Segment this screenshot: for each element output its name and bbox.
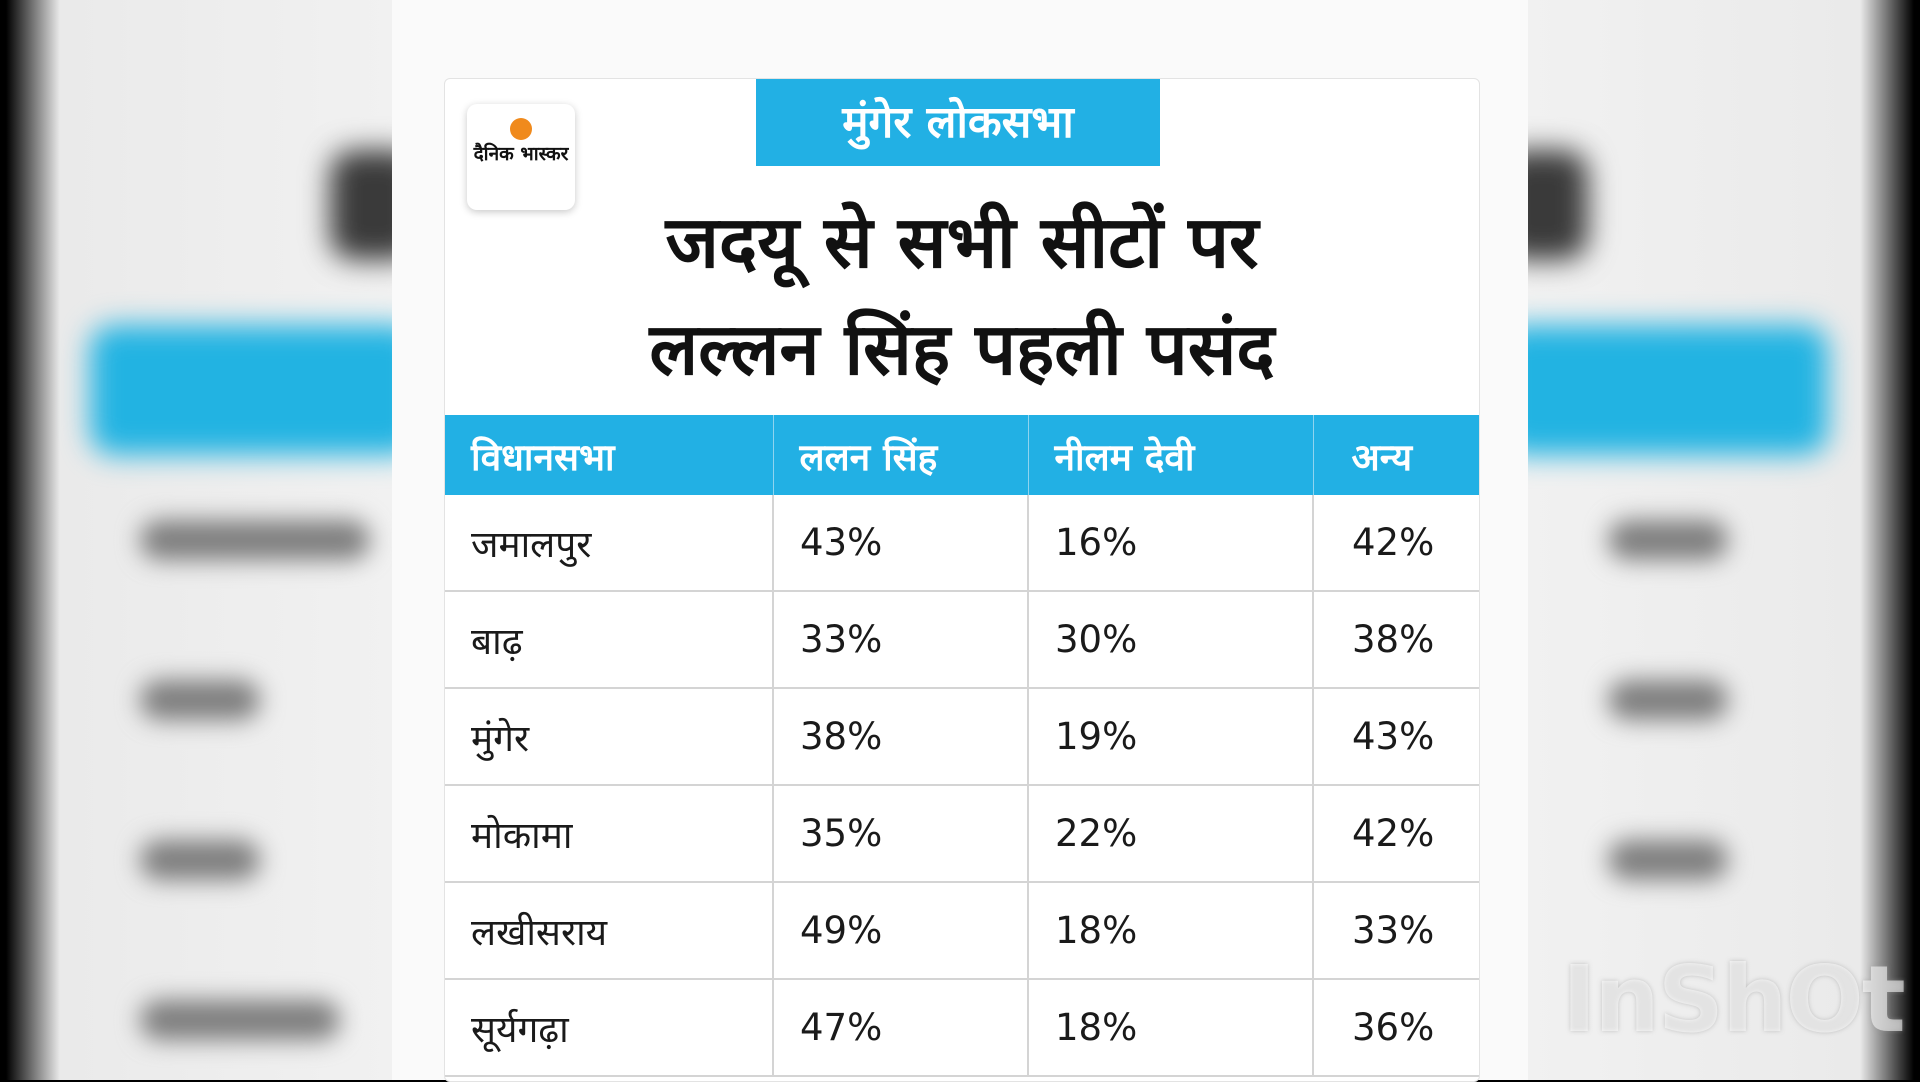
table-cell: 30% [1028,591,1314,689]
table-cell: 49% [773,882,1029,980]
table-cell: 38% [773,688,1029,786]
table-cell: 18% [1028,882,1314,980]
blurred-backdrop-right [1528,0,1920,1080]
table-row: मोकामा 35% 22% 42% [445,785,1479,883]
table-cell: 22% [1028,785,1314,883]
table-cell: 43% [1313,688,1479,786]
table-cell: 47% [773,979,1029,1077]
table-cell: मोकामा [445,785,774,883]
table-cell: बाढ़ [445,591,774,689]
table-cell: 16% [1028,495,1314,592]
table-cell: 36% [1313,979,1479,1077]
table-row: जमालपुर 43% 16% 42% [445,495,1479,592]
table-row: लखीसराय 49% 18% 33% [445,882,1479,980]
results-table: विधानसभा ललन सिंह नीलम देवी अन्य जमालपुर… [445,415,1479,1077]
table-cell: 19% [1028,688,1314,786]
table-row: मुंगेर 38% 19% 43% [445,688,1479,786]
table-row: बाढ़ 33% 30% 38% [445,591,1479,689]
table-cell: 42% [1313,495,1479,592]
table-cell: 33% [773,591,1029,689]
column-header: अन्य [1313,415,1479,495]
headline-line-2: लल्लन सिंह पहली पसंद [649,307,1275,391]
table-cell: 42% [1313,785,1479,883]
infographic-card: दैनिक भास्कर मुंगेर लोकसभा जदयू से सभी स… [444,78,1480,1082]
brand-logo: दैनिक भास्कर [467,104,575,210]
table-header-row: विधानसभा ललन सिंह नीलम देवी अन्य [445,415,1479,495]
table-cell: 43% [773,495,1029,592]
headline: जदयू से सभी सीटों पर लल्लन सिंह पहली पसं… [445,189,1479,403]
table-row: सूर्यगढ़ा 47% 18% 36% [445,979,1479,1077]
constituency-banner: मुंगेर लोकसभा [756,79,1160,166]
logo-text: दैनिक भास्कर [473,143,569,165]
app-watermark: InShOt [1562,946,1906,1053]
column-header: विधानसभा [445,415,774,495]
headline-line-1: जदयू से सभी सीटों पर [665,200,1259,284]
column-header: नीलम देवी [1028,415,1314,495]
logo-dot-icon [510,118,532,140]
table-cell: सूर्यगढ़ा [445,979,774,1077]
table-cell: 18% [1028,979,1314,1077]
table-cell: 35% [773,785,1029,883]
table-cell: मुंगेर [445,688,774,786]
column-header: ललन सिंह [773,415,1029,495]
table-cell: जमालपुर [445,495,774,592]
blurred-backdrop-left [0,0,392,1080]
center-panel: दैनिक भास्कर मुंगेर लोकसभा जदयू से सभी स… [392,0,1528,1082]
table-cell: 33% [1313,882,1479,980]
table-cell: लखीसराय [445,882,774,980]
table-cell: 38% [1313,591,1479,689]
